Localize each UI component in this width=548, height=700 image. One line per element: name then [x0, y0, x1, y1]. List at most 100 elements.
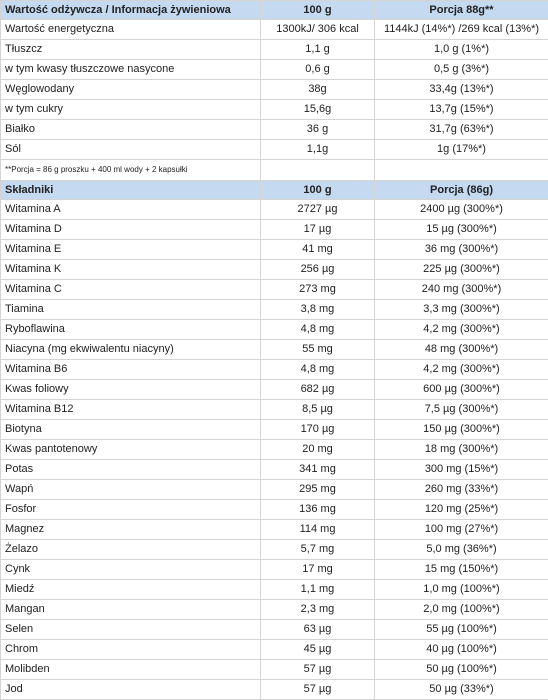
nutrition-per-portion: 1,0 g (1%*): [375, 40, 548, 60]
ingredients-label: Tiamina: [1, 300, 261, 320]
ingredients-per-100g: 170 µg: [261, 420, 375, 440]
ingredients-per-100g: 57 µg: [261, 680, 375, 700]
ingredients-per-100g: 5,7 mg: [261, 540, 375, 560]
ingredients-label: Witamina B12: [1, 400, 261, 420]
ingredients-per-100g: 17 mg: [261, 560, 375, 580]
ingredients-per-portion: 260 mg (33%*): [375, 480, 548, 500]
ingredients-label: Chrom: [1, 640, 261, 660]
ingredients-label: Miedź: [1, 580, 261, 600]
portion-note: **Porcja = 86 g proszku + 400 ml wody + …: [1, 160, 261, 181]
ingredients-per-portion: 4,2 mg (300%*): [375, 320, 548, 340]
ingredients-label: Witamina C: [1, 280, 261, 300]
ingredients-label: Kwas pantotenowy: [1, 440, 261, 460]
ingredients-per-100g: 341 mg: [261, 460, 375, 480]
ingredients-label: Jod: [1, 680, 261, 700]
ingredients-per-portion: 600 µg (300%*): [375, 380, 548, 400]
ingredients-label: Molibden: [1, 660, 261, 680]
ingredients-per-portion: 240 mg (300%*): [375, 280, 548, 300]
ingredients-per-portion: 7,5 µg (300%*): [375, 400, 548, 420]
ingredients-per-portion: 2400 µg (300%*): [375, 200, 548, 220]
ingredients-per-100g: 136 mg: [261, 500, 375, 520]
ingredients-per-100g: 17 µg: [261, 220, 375, 240]
ingredients-label: Witamina B6: [1, 360, 261, 380]
nutrition-per-portion: 1144kJ (14%*) /269 kcal (13%*): [375, 20, 548, 40]
ingredients-label: Cynk: [1, 560, 261, 580]
ingredients-label: Fosfor: [1, 500, 261, 520]
ingredients-header-portion: Porcja (86g): [375, 181, 548, 200]
nutrition-label: w tym kwasy tłuszczowe nasycone: [1, 60, 261, 80]
ingredients-per-100g: 2727 µg: [261, 200, 375, 220]
portion-note-empty: [375, 160, 548, 181]
ingredients-per-portion: 15 µg (300%*): [375, 220, 548, 240]
ingredients-per-portion: 1,0 mg (100%*): [375, 580, 548, 600]
ingredients-per-portion: 2,0 mg (100%*): [375, 600, 548, 620]
nutrition-header-row: Wartość odżywcza / Informacja żywieniowa…: [1, 1, 548, 20]
ingredients-per-portion: 225 µg (300%*): [375, 260, 548, 280]
ingredients-per-100g: 57 µg: [261, 660, 375, 680]
ingredients-per-portion: 40 µg (100%*): [375, 640, 548, 660]
nutrition-per-portion: 33,4g (13%*): [375, 80, 548, 100]
nutrition-per-100g: 38g: [261, 80, 375, 100]
ingredients-per-portion: 300 mg (15%*): [375, 460, 548, 480]
ingredients-per-100g: 256 µg: [261, 260, 375, 280]
ingredients-per-100g: 63 µg: [261, 620, 375, 640]
nutrition-header-portion: Porcja 88g**: [375, 1, 548, 20]
ingredients-label: Witamina D: [1, 220, 261, 240]
ingredients-label: Wapń: [1, 480, 261, 500]
nutrition-per-100g: 0,6 g: [261, 60, 375, 80]
ingredients-per-100g: 45 µg: [261, 640, 375, 660]
ingredients-per-100g: 41 mg: [261, 240, 375, 260]
ingredients-per-portion: 15 mg (150%*): [375, 560, 548, 580]
ingredients-label: Biotyna: [1, 420, 261, 440]
nutrition-per-100g: 1,1 g: [261, 40, 375, 60]
nutrition-per-portion: 1g (17%*): [375, 140, 548, 160]
ingredients-label: Witamina K: [1, 260, 261, 280]
nutrition-per-portion: 0,5 g (3%*): [375, 60, 548, 80]
ingredients-label: Selen: [1, 620, 261, 640]
ingredients-label: Witamina E: [1, 240, 261, 260]
ingredients-per-100g: 2,3 mg: [261, 600, 375, 620]
ingredients-per-portion: 5,0 mg (36%*): [375, 540, 548, 560]
nutrition-per-portion: 13,7g (15%*): [375, 100, 548, 120]
nutrition-per-100g: 15,6g: [261, 100, 375, 120]
ingredients-per-100g: 20 mg: [261, 440, 375, 460]
ingredients-per-portion: 18 mg (300%*): [375, 440, 548, 460]
ingredients-label: Witamina A: [1, 200, 261, 220]
ingredients-label: Magnez: [1, 520, 261, 540]
ingredients-label: Niacyna (mg ekwiwalentu niacyny): [1, 340, 261, 360]
ingredients-per-portion: 50 µg (33%*): [375, 680, 548, 700]
nutrition-label: Białko: [1, 120, 261, 140]
ingredients-per-portion: 48 mg (300%*): [375, 340, 548, 360]
ingredients-per-portion: 36 mg (300%*): [375, 240, 548, 260]
ingredients-label: Potas: [1, 460, 261, 480]
ingredients-per-100g: 8,5 µg: [261, 400, 375, 420]
nutrition-label: Sól: [1, 140, 261, 160]
nutrition-label: w tym cukry: [1, 100, 261, 120]
nutrition-label: Węglowodany: [1, 80, 261, 100]
nutrition-per-100g: 1300kJ/ 306 kcal: [261, 20, 375, 40]
nutrition-label: Tłuszcz: [1, 40, 261, 60]
ingredients-header-100g: 100 g: [261, 181, 375, 200]
